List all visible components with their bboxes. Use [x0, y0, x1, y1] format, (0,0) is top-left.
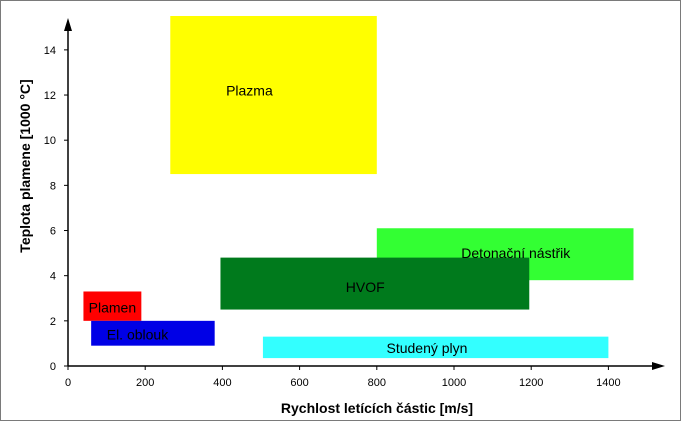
x-tick-label-600: 600: [290, 377, 308, 389]
region-hvof: [220, 257, 530, 310]
x-tick-label-1000: 1000: [442, 377, 466, 389]
y-axis-arrow: [64, 18, 72, 31]
region-label-studeny-plyn: Studený plyn: [387, 340, 468, 356]
region-label-plazma: Plazma: [226, 83, 273, 99]
region-plamen: [83, 291, 142, 321]
y-tick-label-8: 8: [50, 180, 56, 192]
region-label-detonacni-nastrik: Detonační nástřik: [461, 245, 571, 261]
x-tick-label-1400: 1400: [596, 377, 620, 389]
region-plazma: [170, 16, 377, 175]
y-tick-label-12: 12: [44, 90, 56, 102]
x-axis-arrow: [652, 362, 665, 370]
y-tick-label-4: 4: [50, 271, 56, 283]
region-studeny-plyn: [262, 336, 609, 359]
region-label-plamen: Plamen: [89, 299, 136, 315]
y-tick-label-6: 6: [50, 226, 56, 238]
x-axis-title: Rychlost letících částic [m/s]: [281, 400, 473, 416]
y-tick-label-14: 14: [44, 45, 56, 57]
region-label-el-oblouk: El. oblouk: [107, 326, 169, 342]
y-ticks: 0 2 4 6 8 10 12 14: [44, 45, 68, 373]
x-tick-label-1200: 1200: [519, 377, 543, 389]
regions-layer: Plazma Detonační nástřik HVOF Plamen El. obl…: [83, 16, 634, 359]
x-tick-label-0: 0: [65, 377, 71, 389]
y-tick-label-2: 2: [50, 316, 56, 328]
y-axis-title: Teplota plamene [1000 °C]: [17, 79, 33, 252]
x-tick-label-800: 800: [368, 377, 386, 389]
y-tick-label-10: 10: [44, 135, 56, 147]
x-tick-label-400: 400: [213, 377, 231, 389]
region-label-hvof: HVOF: [346, 279, 385, 295]
region-el-oblouk: [91, 320, 215, 346]
axes-layer: [64, 18, 665, 370]
x-tick-label-200: 200: [136, 377, 154, 389]
y-tick-label-0: 0: [50, 361, 56, 373]
x-ticks: 0 200 400 600 800 1000 1200 1400: [65, 366, 621, 389]
